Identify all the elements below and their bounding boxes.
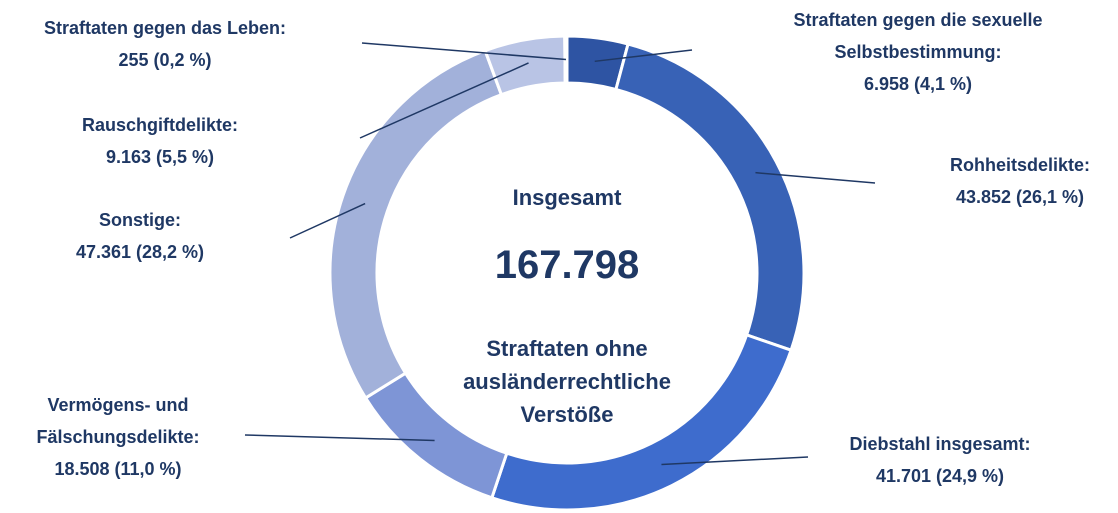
center-subtitle: Straftaten ohne ausländerrechtliche Vers… bbox=[463, 336, 671, 427]
leader-line bbox=[661, 456, 809, 466]
data-label: Rohheitsdelikte: 43.852 (26,1 %) bbox=[920, 149, 1118, 213]
category-label: Rohheitsdelikte: bbox=[949, 155, 1091, 175]
value-label: 6.958 (4,1 %) bbox=[863, 74, 973, 94]
leader-line bbox=[361, 42, 567, 61]
category-label: Diebstahl insgesamt: bbox=[849, 434, 1031, 454]
center-caption: Insgesamt bbox=[512, 185, 622, 210]
data-label: Vermögens- und Fälschungsdelikte: 18.508 … bbox=[0, 389, 236, 485]
data-label: Straftaten gegen das Leben: 255 (0,2 %) bbox=[0, 12, 330, 76]
leader-line bbox=[244, 434, 435, 442]
data-label: Sonstige: 47.361 (28,2 %) bbox=[30, 204, 250, 268]
category-label: Rauschgiftdelikte: bbox=[81, 115, 239, 135]
value-label: 9.163 (5,5 %) bbox=[105, 147, 215, 167]
data-label: Straftaten gegen die sexuelle Selbstbest… bbox=[748, 4, 1088, 100]
category-label: Sonstige: bbox=[98, 210, 181, 230]
data-label: Diebstahl insgesamt: 41.701 (24,9 %) bbox=[800, 428, 1080, 492]
leader-line bbox=[359, 62, 529, 139]
value-label: 47.361 (28,2 %) bbox=[75, 242, 205, 262]
value-label: 255 (0,2 %) bbox=[118, 50, 212, 70]
category-label: Straftaten gegen die sexuelle Selbstbest… bbox=[793, 10, 1043, 62]
value-label: 41.701 (24,9 %) bbox=[875, 466, 1005, 486]
leader-line bbox=[755, 171, 876, 184]
leader-line bbox=[289, 202, 366, 239]
donut-segment bbox=[483, 34, 567, 97]
value-label: 43.852 (26,1 %) bbox=[955, 187, 1085, 207]
center-total: 167.798 bbox=[494, 243, 640, 287]
leader-line bbox=[594, 49, 693, 63]
category-label: Vermögens- und Fälschungsdelikte: bbox=[36, 395, 200, 447]
value-label: 18.508 (11,0 %) bbox=[54, 459, 182, 479]
category-label: Straftaten gegen das Leben: bbox=[43, 18, 287, 38]
data-label: Rauschgiftdelikte: 9.163 (5,5 %) bbox=[40, 109, 280, 173]
